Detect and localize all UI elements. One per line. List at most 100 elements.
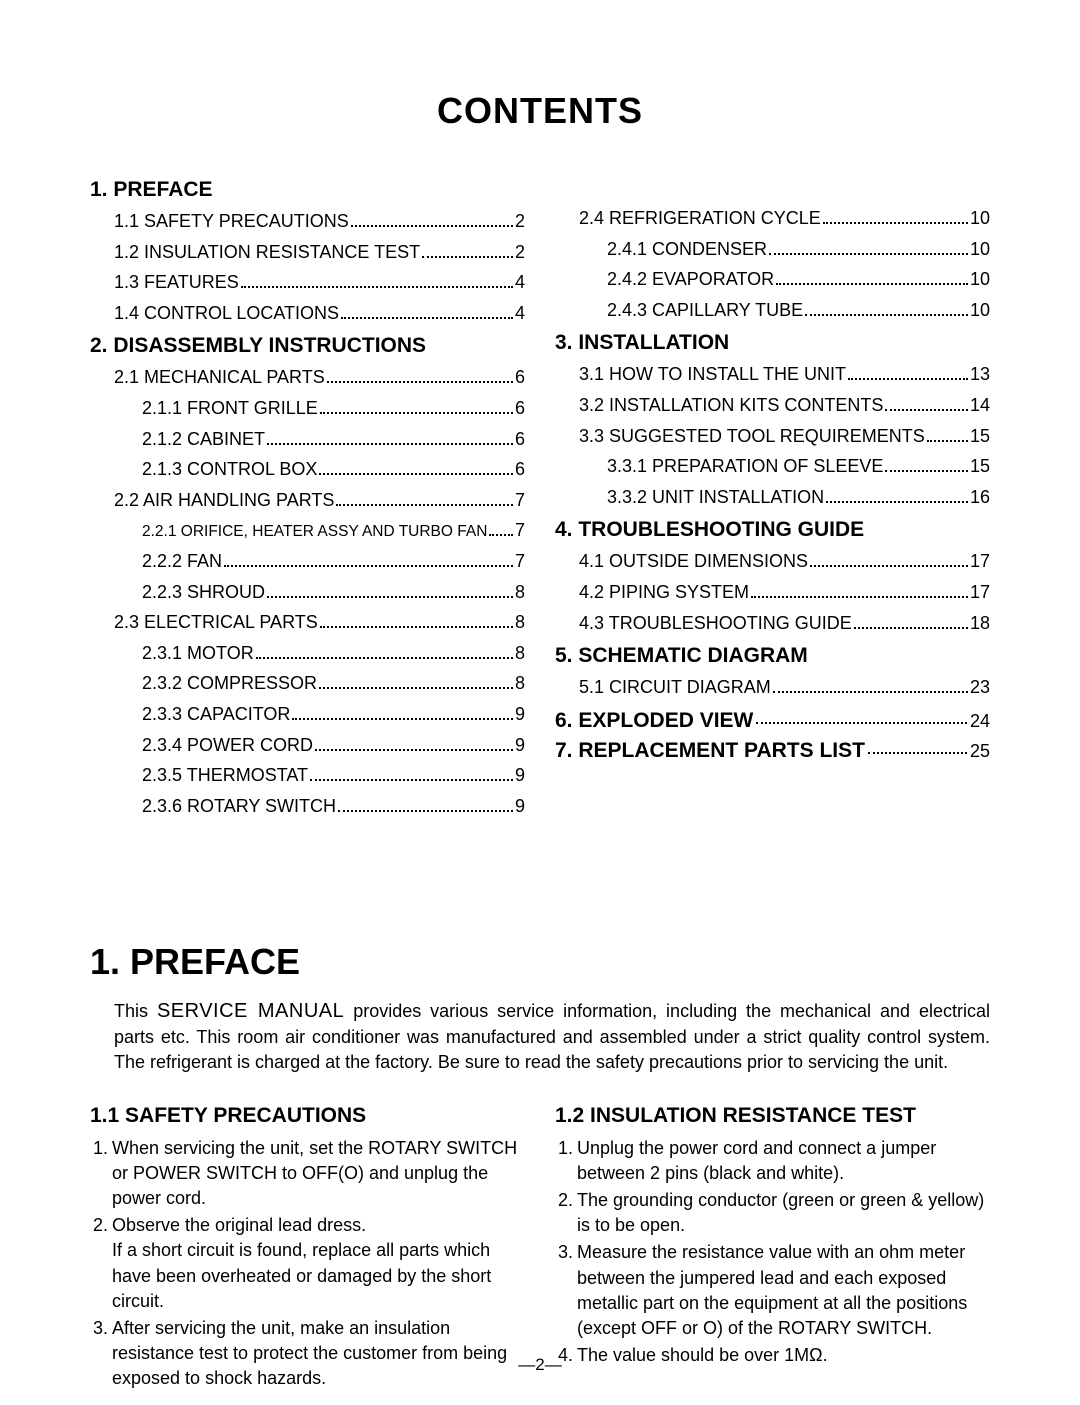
toc-page-number: 6 xyxy=(515,454,525,485)
toc-entry-label: 3.3.2 UNIT INSTALLATION xyxy=(607,482,824,513)
toc-dots xyxy=(224,565,513,567)
toc-entry: 2.3.4 POWER CORD9 xyxy=(142,730,525,761)
toc-dots xyxy=(256,657,513,659)
toc-entry-label: 2.4.3 CAPILLARY TUBE xyxy=(607,295,803,326)
list-item-text: The grounding conductor (green or green … xyxy=(577,1188,990,1238)
toc-entry: 1.3 FEATURES4 xyxy=(114,267,525,298)
toc-dots xyxy=(751,596,968,598)
toc-entry: 2.4.3 CAPILLARY TUBE10 xyxy=(607,295,990,326)
toc-section-label: 3. INSTALLATION xyxy=(555,331,729,355)
preface-heading: 1. PREFACE xyxy=(90,941,990,983)
toc-page-number: 4 xyxy=(515,298,525,329)
toc-entry: 2.2.1 ORIFICE, HEATER ASSY AND TURBO FAN… xyxy=(142,515,525,546)
toc-page-number: 6 xyxy=(515,424,525,455)
toc-right-column: 2.4 REFRIGERATION CYCLE102.4.1 CONDENSER… xyxy=(555,172,990,821)
toc-dots xyxy=(868,752,967,754)
toc-dots xyxy=(776,283,968,285)
toc-dots xyxy=(848,378,968,380)
preface-subsections: 1.1 SAFETY PRECAUTIONS 1.When servicing … xyxy=(90,1104,990,1394)
toc-entry: 2.2 AIR HANDLING PARTS7 xyxy=(114,485,525,516)
toc-entry: 2.4.1 CONDENSER10 xyxy=(607,234,990,265)
toc-entry: 2.4 REFRIGERATION CYCLE10 xyxy=(579,203,990,234)
toc-dots xyxy=(341,317,513,319)
toc-page-number: 17 xyxy=(970,546,990,577)
toc-entry-label: 2.1.1 FRONT GRILLE xyxy=(142,393,318,424)
toc-entry: 3.2 INSTALLATION KITS CONTENTS14 xyxy=(579,390,990,421)
insulation-heading: 1.2 INSULATION RESISTANCE TEST xyxy=(555,1104,990,1128)
list-item-text: After servicing the unit, make an insula… xyxy=(112,1316,525,1392)
toc-entry-label: 2.3.1 MOTOR xyxy=(142,638,254,669)
toc-section-label: 7. REPLACEMENT PARTS LIST xyxy=(555,739,865,763)
toc-page-number: 15 xyxy=(970,421,990,452)
toc-entry: 1.1 SAFETY PRECAUTIONS 2 xyxy=(114,206,525,237)
toc-entry-label: 2.3.3 CAPACITOR xyxy=(142,699,290,730)
toc-page-number: 10 xyxy=(970,264,990,295)
toc-page-number: 7 xyxy=(515,546,525,577)
toc-dots xyxy=(805,314,968,316)
toc-entry: 2.1.2 CABINET6 xyxy=(142,424,525,455)
toc-dots xyxy=(338,810,513,812)
toc-page-number: 2 xyxy=(515,206,525,237)
toc-section-heading: 3. INSTALLATION xyxy=(555,331,990,355)
list-item-number: 2. xyxy=(555,1188,577,1238)
toc-entry-label: 2.4 REFRIGERATION CYCLE xyxy=(579,203,821,234)
safety-heading: 1.1 SAFETY PRECAUTIONS xyxy=(90,1104,525,1128)
toc-entry-label: 2.3.5 THERMOSTAT xyxy=(142,760,308,791)
list-item: 2.Observe the original lead dress.If a s… xyxy=(90,1213,525,1314)
toc-dots xyxy=(826,501,968,503)
toc-entry: 2.3.5 THERMOSTAT 9 xyxy=(142,760,525,791)
toc-page-number: 8 xyxy=(515,607,525,638)
toc-entry-label: 3.2 INSTALLATION KITS CONTENTS xyxy=(579,390,883,421)
toc-entry-label: 3.3 SUGGESTED TOOL REQUIREMENTS xyxy=(579,421,925,452)
toc-page-number: 2 xyxy=(515,237,525,268)
toc-section-heading: 6. EXPLODED VIEW24 xyxy=(555,709,990,733)
toc-dots xyxy=(756,722,967,724)
toc-page-number: 9 xyxy=(515,760,525,791)
toc-entry: 1.4 CONTROL LOCATIONS 4 xyxy=(114,298,525,329)
toc-dots xyxy=(422,256,513,258)
toc-page-number: 6 xyxy=(515,393,525,424)
toc-dots xyxy=(351,225,513,227)
toc-entry-label: 2.3.6 ROTARY SWITCH xyxy=(142,791,336,822)
toc-section-label: 4. TROUBLESHOOTING GUIDE xyxy=(555,518,864,542)
list-item-number: 2. xyxy=(90,1213,112,1314)
toc-section-heading: 7. REPLACEMENT PARTS LIST 25 xyxy=(555,739,990,763)
toc-entry: 2.3.3 CAPACITOR9 xyxy=(142,699,525,730)
toc-dots xyxy=(267,596,513,598)
toc-entry-label: 2.2.3 SHROUD xyxy=(142,577,265,608)
toc-entry: 3.3 SUGGESTED TOOL REQUIREMENTS 15 xyxy=(579,421,990,452)
list-item-text: Observe the original lead dress.If a sho… xyxy=(112,1213,525,1314)
toc-entry: 3.3.1 PREPARATION OF SLEEVE15 xyxy=(607,451,990,482)
toc-entry-label: 1.2 INSULATION RESISTANCE TEST xyxy=(114,237,420,268)
list-item: 1.When servicing the unit, set the ROTAR… xyxy=(90,1136,525,1212)
toc-entry: 2.1.3 CONTROL BOX6 xyxy=(142,454,525,485)
toc-section-label: 5. SCHEMATIC DIAGRAM xyxy=(555,644,808,668)
toc-dots xyxy=(319,473,513,475)
list-item-number: 1. xyxy=(90,1136,112,1212)
toc-entry: 3.3.2 UNIT INSTALLATION16 xyxy=(607,482,990,513)
toc-dots xyxy=(319,687,513,689)
toc-page-number: 9 xyxy=(515,730,525,761)
toc-page-number: 4 xyxy=(515,267,525,298)
toc-entry-label: 2.2.1 ORIFICE, HEATER ASSY AND TURBO FAN xyxy=(142,519,487,545)
toc-page-number: 7 xyxy=(515,515,525,546)
toc-entry: 4.2 PIPING SYSTEM17 xyxy=(579,577,990,608)
insulation-section: 1.2 INSULATION RESISTANCE TEST 1.Unplug … xyxy=(555,1104,990,1394)
toc-entry-label: 5.1 CIRCUIT DIAGRAM xyxy=(579,672,771,703)
toc-page-number: 6 xyxy=(515,362,525,393)
toc-dots xyxy=(769,253,968,255)
toc-page-number: 8 xyxy=(515,638,525,669)
toc-dots xyxy=(927,440,968,442)
toc-entry-label: 1.4 CONTROL LOCATIONS xyxy=(114,298,339,329)
toc-dots xyxy=(336,504,513,506)
toc-dots xyxy=(267,443,513,445)
toc-page-number: 25 xyxy=(970,741,990,762)
list-item: 3.Measure the resistance value with an o… xyxy=(555,1240,990,1341)
toc-dots xyxy=(773,691,968,693)
toc-entry: 2.1 MECHANICAL PARTS6 xyxy=(114,362,525,393)
toc-entry-label: 4.3 TROUBLESHOOTING GUIDE xyxy=(579,608,852,639)
toc-page-number: 17 xyxy=(970,577,990,608)
toc-entry-label: 2.4.2 EVAPORATOR xyxy=(607,264,774,295)
toc-entry-label: 1.1 SAFETY PRECAUTIONS xyxy=(114,206,349,237)
toc-dots xyxy=(885,470,968,472)
